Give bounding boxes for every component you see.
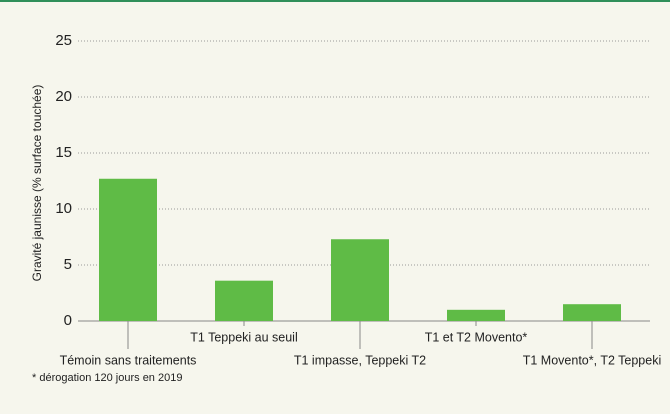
bar (215, 280, 273, 321)
y-tick-label: 15 (55, 144, 72, 161)
bar (563, 304, 621, 321)
x-tick-label: T1 Movento*, T2 Teppeki (523, 353, 662, 367)
y-tick-label: 5 (64, 256, 72, 273)
bar (99, 178, 157, 321)
footnote: * dérogation 120 jours en 2019 (32, 372, 182, 384)
x-tick-label: T1 et T2 Movento* (425, 330, 528, 344)
y-tick-label: 0 (64, 312, 72, 329)
x-tick-label: T1 Teppeki au seuil (190, 330, 297, 344)
y-axis-label: Gravité jaunisse (% surface touchée) (30, 85, 44, 282)
y-tick-label: 25 (55, 32, 72, 49)
x-tick-label: T1 impasse, Teppeki T2 (294, 353, 426, 367)
y-tick-label: 20 (55, 88, 72, 105)
bar (447, 309, 505, 321)
x-tick-label: Témoin sans traitements (60, 353, 197, 367)
bar (331, 239, 389, 321)
top-border (0, 0, 670, 2)
y-tick-label: 10 (55, 200, 72, 217)
